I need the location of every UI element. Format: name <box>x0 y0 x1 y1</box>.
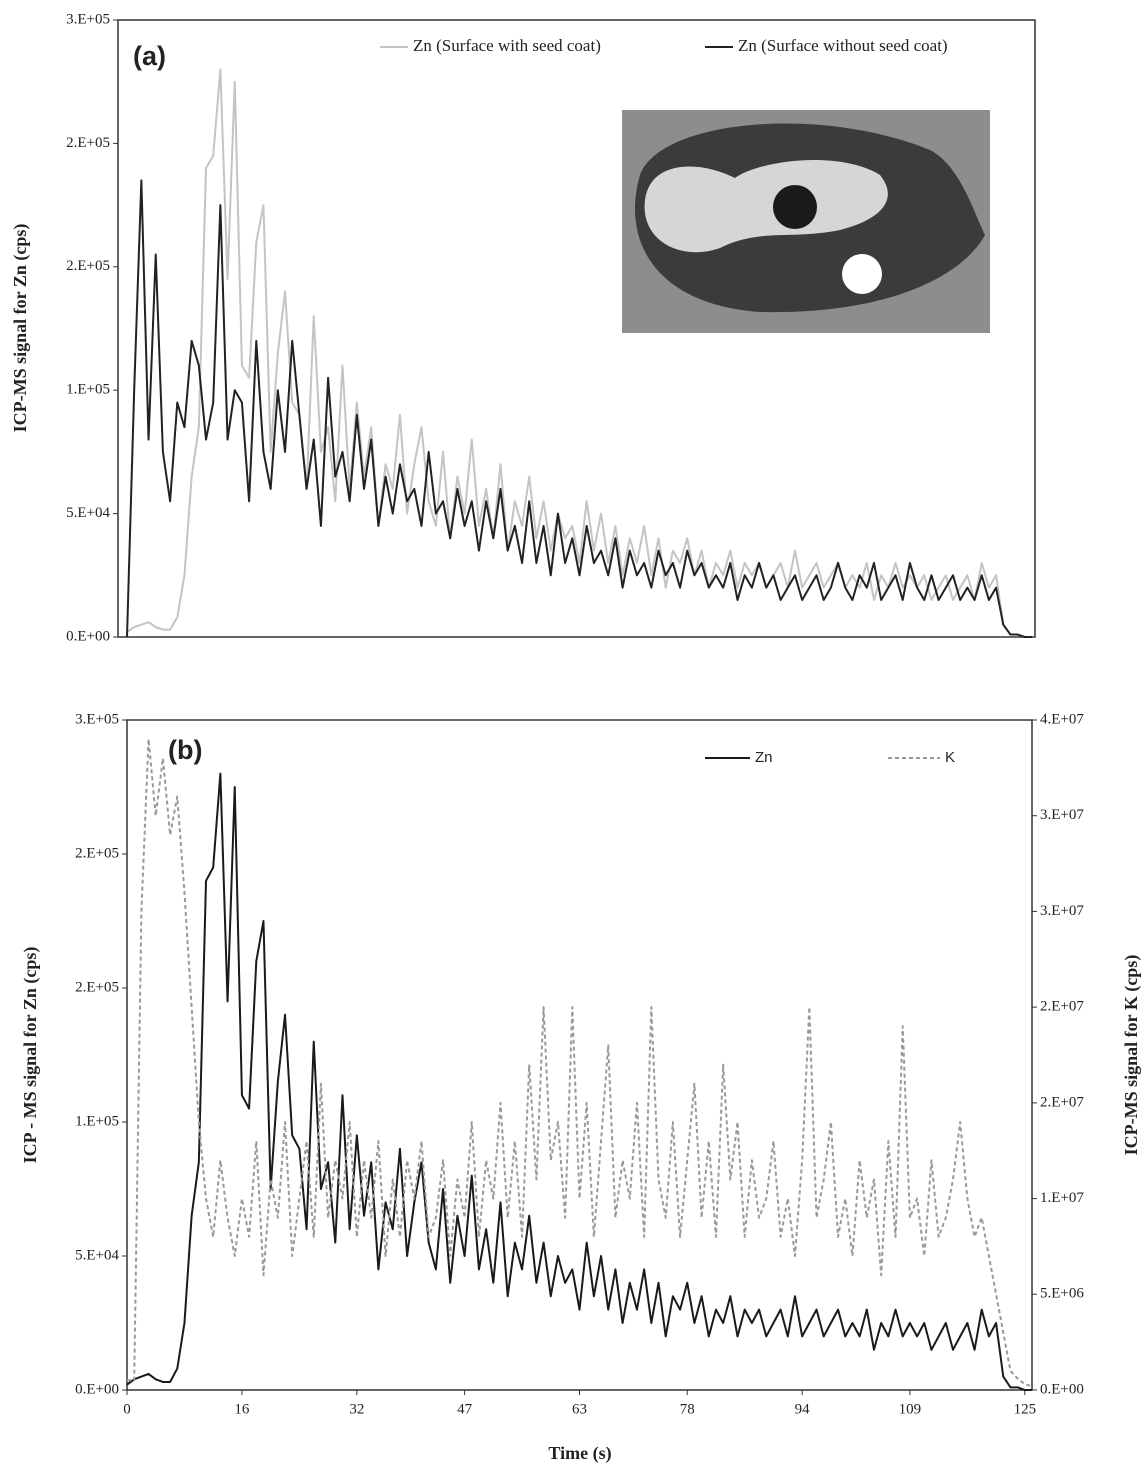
y-tick-label: 2.E+05 <box>75 979 119 995</box>
y-tick-label: 0.E+00 <box>75 1381 119 1397</box>
y-tick-label: 2.E+05 <box>66 135 110 151</box>
y2-tick-label: 5.E+06 <box>1040 1286 1084 1302</box>
y2-axis-title: ICP-MS signal for K (cps) <box>1121 955 1142 1156</box>
x-tick-label: 94 <box>795 1401 811 1417</box>
y-tick-label: 1.E+05 <box>66 382 110 398</box>
y2-tick-label: 3.E+07 <box>1040 807 1084 823</box>
y-tick-label: 5.E+04 <box>75 1247 119 1263</box>
legend-label: K <box>945 749 955 766</box>
y-tick-label: 1.E+05 <box>75 1113 119 1129</box>
series-line <box>126 179 1032 638</box>
seed-embryo <box>644 160 888 253</box>
panel-label: (b) <box>168 735 202 765</box>
y-tick-label: 2.E+05 <box>75 845 119 861</box>
seed-photo-inset <box>622 110 990 333</box>
x-tick-label: 125 <box>1014 1401 1037 1417</box>
x-tick-label: 109 <box>899 1401 922 1417</box>
series-line <box>127 738 1033 1388</box>
x-tick-label: 63 <box>572 1401 587 1417</box>
legend-label: Zn <box>755 749 773 766</box>
y-axis-title: ICP-MS signal for Zn (cps) <box>10 224 31 433</box>
y-tick-label: 2.E+05 <box>66 258 110 274</box>
x-tick-label: 16 <box>234 1401 250 1417</box>
y-tick-label: 5.E+04 <box>66 505 110 521</box>
series-line <box>126 772 1032 1391</box>
series-line <box>126 68 1032 638</box>
plot-frame <box>126 719 1033 1391</box>
marker-dark <box>773 185 817 229</box>
y2-tick-label: 2.E+07 <box>1040 999 1084 1015</box>
panel-label: (a) <box>133 41 166 71</box>
x-tick-label: 47 <box>457 1401 473 1417</box>
x-tick-label: 32 <box>349 1401 364 1417</box>
x-axis-title: Time (s) <box>548 1443 611 1464</box>
y2-tick-label: 2.E+07 <box>1040 1094 1084 1110</box>
x-tick-label: 78 <box>680 1401 695 1417</box>
y-tick-label: 3.E+05 <box>66 11 110 27</box>
y2-tick-label: 0.E+00 <box>1040 1381 1084 1397</box>
y-tick-label: 0.E+00 <box>66 628 110 644</box>
y-axis-title: ICP - MS signal for Zn (cps) <box>20 947 41 1164</box>
marker-light <box>842 254 882 294</box>
x-tick-label: 0 <box>123 1401 131 1417</box>
y-tick-label: 3.E+05 <box>75 711 119 727</box>
plot-frame <box>117 19 1036 638</box>
y2-tick-label: 3.E+07 <box>1040 903 1084 919</box>
y2-tick-label: 4.E+07 <box>1040 711 1084 727</box>
legend-label: Zn (Surface without seed coat) <box>738 36 948 55</box>
legend-label: Zn (Surface with seed coat) <box>413 36 601 55</box>
y2-tick-label: 1.E+07 <box>1040 1190 1084 1206</box>
